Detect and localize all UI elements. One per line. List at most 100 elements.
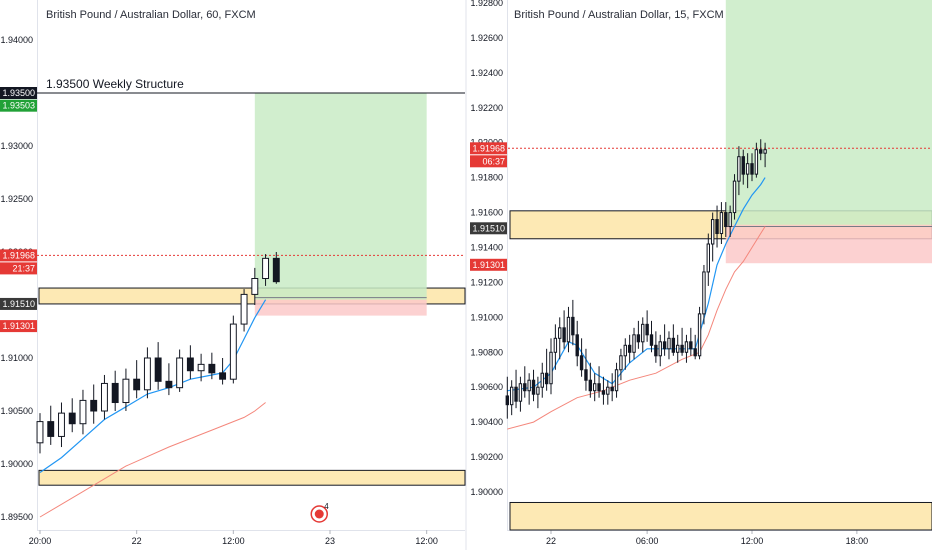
right-candle-body: [715, 219, 719, 235]
left-price-tag-bg: [0, 99, 37, 112]
left-stop-area[interactable]: [254, 299, 427, 316]
right-candle: [710, 212, 715, 262]
right-candle-body: [527, 379, 531, 392]
left-candle: [122, 368, 130, 411]
right-price-tag: 1.91510: [470, 222, 507, 235]
left-candle: [251, 267, 259, 305]
left-candle-body: [229, 323, 237, 380]
right-candle-body: [562, 327, 566, 343]
right-candle: [549, 338, 553, 395]
left-price-tag: 1.91968: [0, 249, 37, 262]
right-candle: [523, 366, 527, 398]
right-price-tag-bg: [470, 258, 507, 271]
left-price-tag-bg: [0, 297, 37, 310]
left-price-tag-text: 21:37: [12, 263, 35, 273]
right-candle: [536, 376, 540, 409]
right-price-tick-label: 1.92800: [470, 0, 503, 8]
right-candle: [566, 306, 571, 353]
right-candle-body: [754, 149, 759, 175]
right-price-tick-label: 1.91400: [470, 243, 503, 253]
right-candle-body: [597, 383, 601, 392]
left-time-axis[interactable]: 20:00 22 12:00 23 12:00: [29, 530, 438, 546]
right-candle-body: [689, 341, 693, 350]
right-candle-body: [750, 163, 754, 175]
weekly-structure-label: 1.93500 Weekly Structure: [46, 77, 184, 91]
right-candle: [750, 153, 754, 182]
right-candle-body: [566, 316, 571, 343]
left-price-tag: 21:37: [0, 262, 37, 275]
right-target-area[interactable]: [725, 0, 932, 225]
right-candle-body: [667, 337, 671, 350]
left-price-tag: 1.91301: [0, 320, 37, 333]
right-candle-body: [641, 323, 645, 343]
right-price-tag-text: 1.91510: [472, 223, 505, 233]
right-candle: [671, 324, 676, 356]
right-price-tag-bg: [470, 222, 507, 235]
right-candle: [597, 366, 601, 398]
left-long-position-tool[interactable]: [254, 93, 427, 316]
left-price-tick-label: 1.92500: [0, 194, 33, 204]
right-candle-body: [654, 344, 658, 357]
left-candle-body: [262, 257, 270, 279]
left-candle-body: [197, 363, 205, 372]
right-candle: [763, 142, 767, 168]
right-candle: [689, 327, 693, 356]
left-candle: [90, 384, 98, 424]
right-candle-body: [702, 271, 706, 315]
right-price-tag: 1.91968: [470, 142, 507, 155]
right-candle-body: [763, 149, 767, 154]
left-horizontal-lines[interactable]: [37, 92, 465, 256]
right-candle: [584, 348, 588, 391]
left-target-area[interactable]: [254, 93, 427, 300]
right-candle-body: [676, 344, 680, 353]
left-event-marker[interactable]: 4: [310, 502, 329, 523]
right-price-tick-label: 1.92200: [470, 103, 503, 113]
right-candle-body: [601, 390, 606, 395]
left-candle: [133, 360, 141, 399]
left-candle-body: [186, 357, 194, 372]
right-candle: [509, 380, 514, 416]
right-candle: [518, 376, 523, 412]
left-candle-body: [68, 412, 76, 425]
left-candle-body: [36, 421, 44, 444]
left-candle-body: [79, 399, 87, 425]
right-candle: [610, 373, 614, 402]
right-price-tick-label: 1.90200: [470, 452, 503, 462]
right-candle-body: [623, 344, 627, 357]
left-candle-body: [90, 399, 98, 412]
right-candle: [619, 348, 623, 381]
left-candle-body: [47, 421, 55, 437]
left-slow-ma-line: [39, 402, 266, 518]
left-candle-body: [111, 382, 119, 404]
right-candle: [719, 202, 724, 245]
right-price-tag-text: 1.91968: [472, 143, 505, 153]
left-candle: [229, 315, 237, 384]
right-candle-body: [531, 379, 536, 395]
left-candle: [100, 374, 108, 420]
right-price-tick-label: 1.92600: [470, 33, 503, 43]
left-price-tags: 1.93500 1.93503 1.91968 21:37 1.91510 1.91301: [0, 87, 37, 333]
left-price-tick-label: 1.91000: [0, 353, 33, 363]
right-long-position-tool[interactable]: [725, 0, 932, 264]
right-chart-pane[interactable]: British Pound / Australian Dollar, 15, F…: [470, 0, 932, 546]
right-candle: [627, 334, 632, 363]
right-candle: [745, 153, 750, 189]
right-candle: [614, 362, 619, 398]
right-time-axis[interactable]: 22 06:00 12:00 18:00: [546, 530, 868, 546]
left-candle-body: [133, 378, 141, 391]
left-chart-pane[interactable]: British Pound / Australian Dollar, 60, F…: [0, 0, 466, 546]
right-candle: [658, 334, 662, 367]
left-candles: [36, 252, 280, 454]
right-candle-body: [684, 341, 689, 353]
right-candle-body: [724, 212, 728, 228]
right-stop-area[interactable]: [725, 224, 932, 264]
right-candle: [684, 334, 689, 363]
left-price-tag-bg: [0, 262, 37, 275]
right-candle: [575, 320, 579, 367]
right-candle: [632, 327, 636, 360]
left-price-tick-label: 1.90500: [0, 406, 33, 416]
right-price-axis[interactable]: 1.928001.926001.924001.922001.920001.918…: [470, 0, 503, 497]
calendar-event-icon-core: [314, 509, 324, 519]
right-time-tick-label: 06:00: [636, 536, 659, 546]
